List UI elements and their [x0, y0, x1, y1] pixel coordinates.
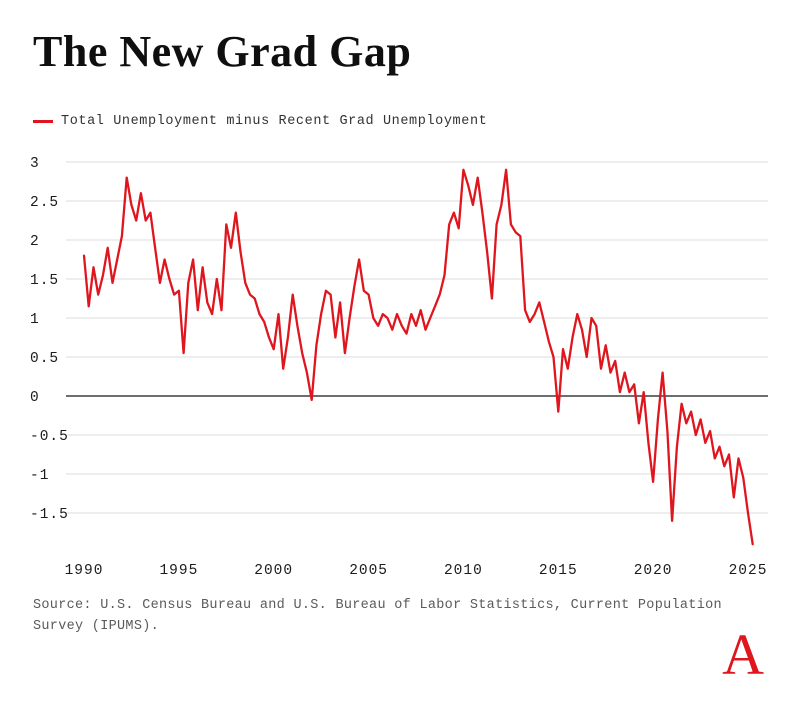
data-line — [82, 168, 754, 546]
x-tick-label: 1995 — [159, 563, 198, 579]
line-chart-svg: 3 2.5 2 1.5 1 0.5 0 -0.5 -1 -1.5 1990 1995 2000 2005 2… — [30, 156, 768, 579]
chart-area: 3 2.5 2 1.5 1 0.5 0 -0.5 -1 -1.5 1990 1995 2000 2005 2… — [30, 146, 770, 582]
legend-line-swatch — [33, 120, 53, 123]
x-tick-label: 2025 — [729, 563, 768, 579]
y-tick-label: 2.5 — [30, 195, 59, 211]
y-tick-label: 1 — [30, 312, 40, 328]
brand-logo: A — [722, 622, 764, 687]
chart-title: The New Grad Gap — [33, 27, 412, 76]
y-tick-label: 0.5 — [30, 351, 59, 367]
y-tick-label: -1.5 — [30, 507, 69, 523]
x-tick-label: 2015 — [539, 563, 578, 579]
y-tick-label: 2 — [30, 234, 40, 250]
x-tick-label: 1990 — [65, 563, 104, 579]
y-tick-label: 1.5 — [30, 273, 59, 289]
y-tick-label: 0 — [30, 390, 40, 406]
y-tick-label: -1 — [30, 468, 49, 484]
y-tick-label: 3 — [30, 156, 40, 172]
legend: Total Unemployment minus Recent Grad Une… — [33, 114, 487, 129]
x-tick-label: 2020 — [634, 563, 673, 579]
x-tick-label: 2000 — [254, 563, 293, 579]
y-tick-label: -0.5 — [30, 429, 69, 445]
legend-label: Total Unemployment minus Recent Grad Une… — [61, 114, 488, 129]
x-tick-label: 2010 — [444, 563, 483, 579]
source-note: Source: U.S. Census Bureau and U.S. Bure… — [33, 598, 722, 634]
x-tick-label: 2005 — [349, 563, 388, 579]
